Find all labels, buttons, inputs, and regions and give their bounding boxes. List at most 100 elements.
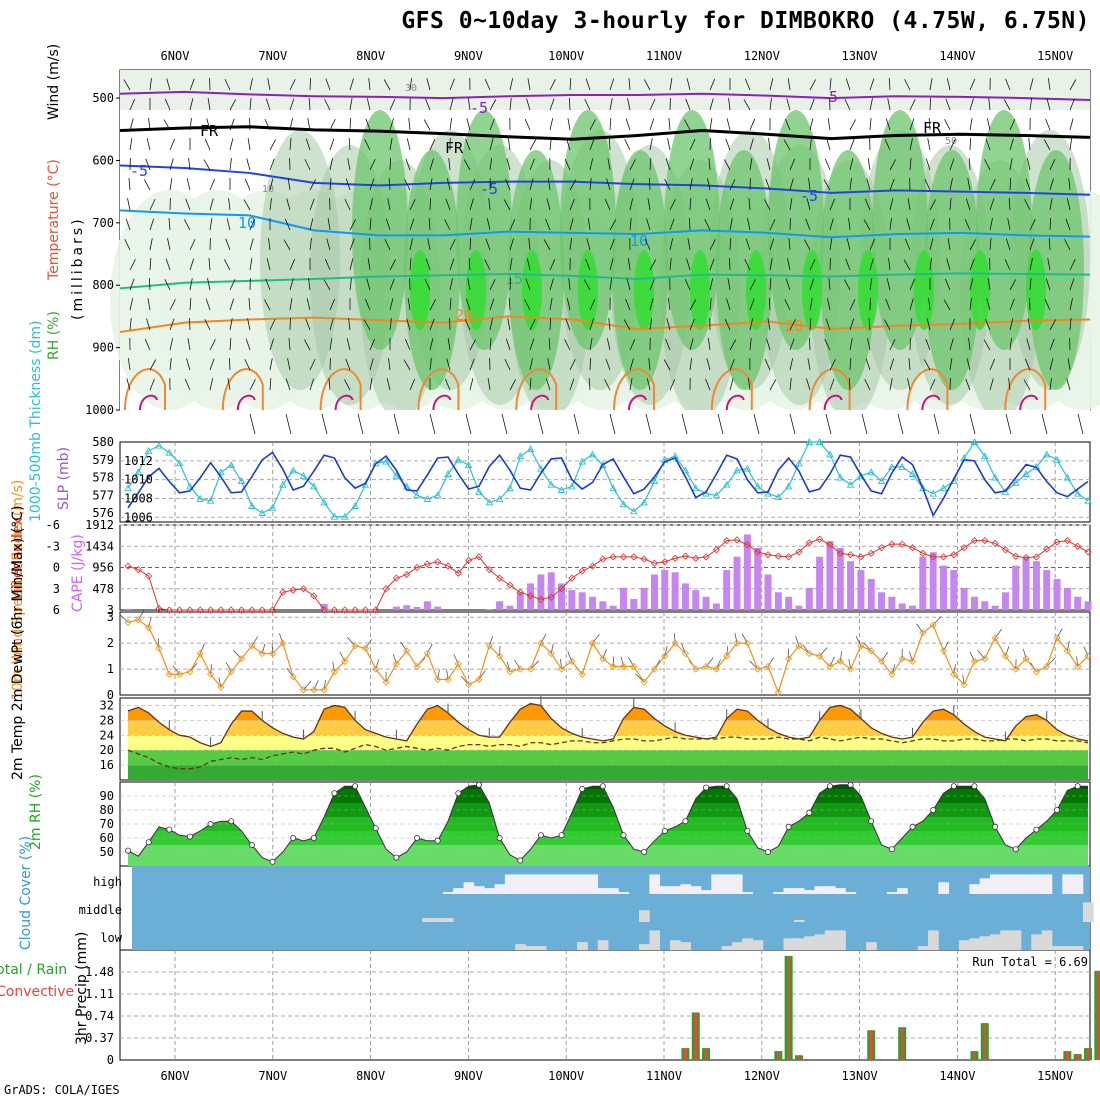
wind-barb-10m [1076,656,1079,667]
wind-barb [229,338,232,351]
wind-barb [926,318,931,331]
wind-barb [163,119,171,131]
wind-barb [184,378,191,391]
wind-barb [784,299,791,311]
wind-barb [269,158,275,171]
cloud-bar-high [886,892,898,894]
wind-speed-point [310,686,318,694]
wind-speed-point [496,652,504,660]
wind-barb-10m [148,617,152,628]
lifted-index-point [186,606,194,614]
wind-barb [609,238,615,251]
wind-speed-point [950,670,958,678]
wind-speed-point [847,665,855,673]
lifted-index-point [950,551,958,559]
wind-barb [585,258,591,271]
wind-barb [203,159,211,171]
surface-wind-barb [501,413,508,435]
lifted-index-point [661,558,669,566]
wind-barb [689,198,692,211]
wind-barb [589,178,592,191]
wind-barb [249,238,254,251]
cloud-bar-low [1062,946,1073,950]
wind-barb [609,219,617,231]
thickness-point [124,484,132,492]
isotherm-30-loop [334,394,354,411]
wind-speed-point [877,657,886,665]
wind-barb [529,319,536,331]
panel-frame-wd [119,611,1091,696]
wind-barb [988,98,991,111]
lifted-index-point [413,563,421,572]
cape-bar [558,583,566,610]
wind-barb [644,238,651,251]
precip-convective-bar [683,1048,687,1060]
wind-barb-10m [453,654,459,665]
wind-barb-10m [339,651,346,662]
lifted-index-point [475,553,483,561]
wind-barb [249,379,256,391]
wind-barb [789,178,794,191]
wind-barb [509,238,514,251]
wind-speed-point [124,618,132,626]
surface-wind-barb [897,413,904,435]
surface-wind-barb [645,413,652,435]
wind-barb [867,158,871,171]
wind-barb [788,238,791,251]
wind-barb [129,278,135,291]
wind-barb [226,218,231,231]
wind-barb [729,238,732,251]
wind-barb-10m [741,633,748,644]
wind-barb [649,318,653,331]
wind-barb [909,278,916,291]
wind-barb [229,118,235,131]
wind-barb-10m [560,659,562,670]
rh-contour-fill [404,150,460,390]
wind-barb [386,378,391,391]
wind-barb [1009,118,1016,131]
wind-barb [229,278,236,291]
wind-barb [987,278,991,291]
wind-barb [984,159,991,171]
wind-barb [388,358,391,371]
lifted-index-point [795,548,803,556]
wind-barb [507,318,511,331]
cloud-bar-low [866,942,877,950]
wind-barb [146,318,151,331]
wind-barb [1004,258,1011,271]
wind-barb [549,79,556,91]
wind-barb [129,118,134,131]
rh-point [641,849,648,856]
wind-barb [409,78,413,91]
wind-barb-10m [855,636,862,646]
wind-barb [929,238,934,251]
wind-barb [168,218,171,231]
cape-bar [795,605,803,610]
wind-barb [729,198,735,211]
cape-bar [939,565,947,610]
y-tick-precip: 1.11 [85,987,114,1001]
lifted-index-point [919,549,927,557]
wind-speed-point [444,675,452,684]
thickness-point [485,498,494,506]
wind-barb [909,138,913,151]
thickness-point [888,462,896,470]
wind-barb [944,278,951,291]
thickness-point [341,512,349,520]
wind-speed-point [681,649,689,658]
precip-convective-bar [787,955,791,1060]
thickness-point [815,438,824,445]
cape-bar [816,556,824,610]
wind-barb [244,178,251,191]
wind-barb [449,78,455,91]
wind-barb [907,198,911,211]
wind-speed-point [134,616,142,624]
surface-wind-barb [393,413,400,435]
wind-barb [769,278,772,291]
wind-barb [428,218,431,231]
lifted-index-point [754,548,762,556]
wind-barb [149,378,155,391]
rh-point [290,835,297,842]
wind-barb [629,378,633,391]
thickness-point [495,494,504,502]
